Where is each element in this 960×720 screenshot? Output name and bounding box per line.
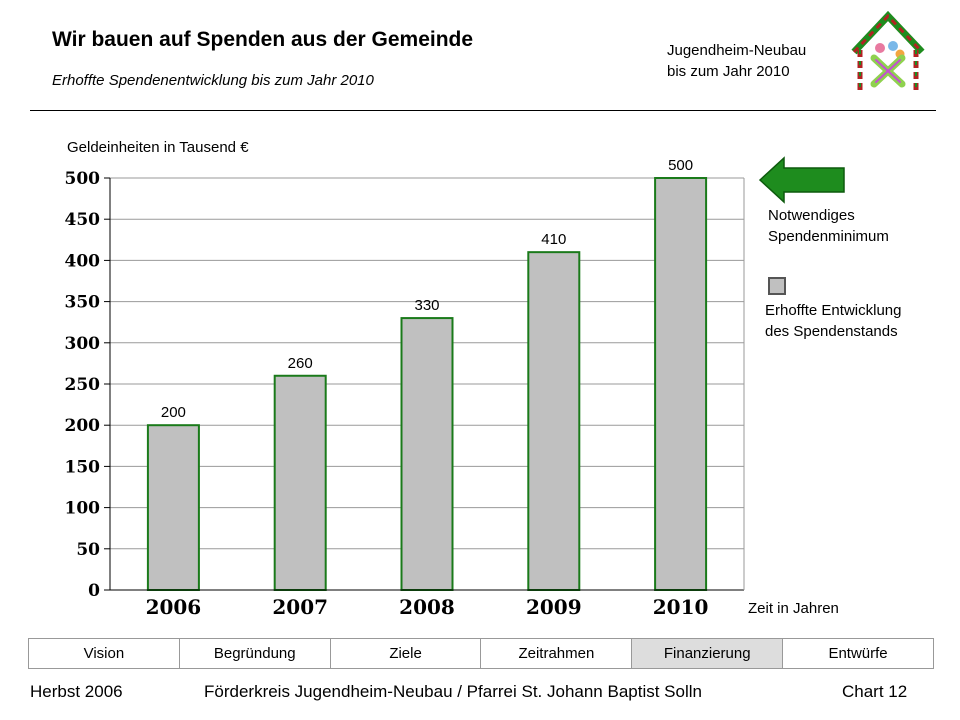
x-tick-label: 2009: [526, 595, 582, 619]
legend-minimum-line-2: Spendenminimum: [768, 228, 889, 245]
y-tick-label: 0: [88, 581, 100, 601]
tab-ziele[interactable]: Ziele: [331, 639, 482, 668]
page-title: Wir bauen auf Spenden aus der Gemeinde: [52, 28, 474, 51]
legend-minimum-line-1: Notwendiges: [768, 207, 855, 224]
y-tick-label: 250: [65, 375, 101, 395]
tab-finanzierung[interactable]: Finanzierung: [632, 639, 784, 668]
data-label: 260: [288, 355, 313, 372]
y-tick-label: 450: [65, 210, 101, 230]
page-subtitle: Erhoffte Spendenentwicklung bis zum Jahr…: [52, 72, 374, 89]
nav-bar: Vision Begründung Ziele Zeitrahmen Finan…: [28, 638, 934, 669]
y-tick-label: 500: [65, 169, 101, 189]
footer-organization: Förderkreis Jugendheim-Neubau / Pfarrei …: [204, 682, 702, 701]
y-axis-label: Geldeinheiten in Tausend €: [67, 139, 249, 156]
project-line-2: bis zum Jahr 2010: [667, 63, 790, 80]
project-line-1: Jugendheim-Neubau: [667, 42, 807, 59]
tab-zeitrahmen[interactable]: Zeitrahmen: [481, 639, 633, 668]
y-tick-label: 200: [65, 416, 101, 436]
x-tick-label: 2010: [653, 595, 709, 619]
y-tick-label: 150: [65, 457, 101, 477]
y-tick-label: 400: [65, 251, 101, 271]
tab-vision[interactable]: Vision: [29, 639, 180, 668]
footer-season: Herbst 2006: [30, 682, 123, 701]
legend-hope-line-1: Erhoffte Entwicklung: [765, 302, 902, 319]
y-tick-label: 300: [65, 334, 101, 354]
bar-2007: [273, 374, 327, 592]
x-tick-label: 2006: [146, 595, 202, 619]
x-axis-label: Zeit in Jahren: [748, 600, 839, 617]
tab-entwuerfe[interactable]: Entwürfe: [828, 645, 888, 662]
y-tick-label: 100: [65, 499, 101, 519]
y-tick-label: 50: [76, 540, 100, 560]
legend-hope-line-2: des Spendenstands: [765, 323, 898, 340]
legend-minimum: Notwendiges Spendenminimum: [768, 205, 889, 247]
bar-2010: [654, 177, 708, 591]
house-logo-icon: [851, 10, 925, 92]
data-label: 330: [414, 297, 439, 314]
data-label: 200: [161, 404, 186, 421]
x-tick-label: 2008: [399, 595, 455, 619]
x-tick-label: 2007: [272, 595, 328, 619]
legend-hope: Erhoffte Entwicklung des Spendenstands: [765, 300, 901, 342]
bar-2008: [400, 317, 454, 591]
project-label: Jugendheim-Neubau bis zum Jahr 2010: [667, 40, 806, 82]
legend-swatch: [768, 277, 786, 295]
bar-2009: [527, 251, 581, 591]
y-tick-label: 350: [65, 293, 101, 313]
arrow-left-icon: [758, 156, 845, 204]
data-label: 410: [541, 231, 566, 248]
data-label: 500: [668, 157, 693, 174]
bar-2006: [146, 424, 200, 592]
tab-begruendung[interactable]: Begründung: [180, 639, 331, 668]
footer-chart-number: Chart 12: [842, 682, 908, 701]
header-divider: [30, 110, 936, 111]
